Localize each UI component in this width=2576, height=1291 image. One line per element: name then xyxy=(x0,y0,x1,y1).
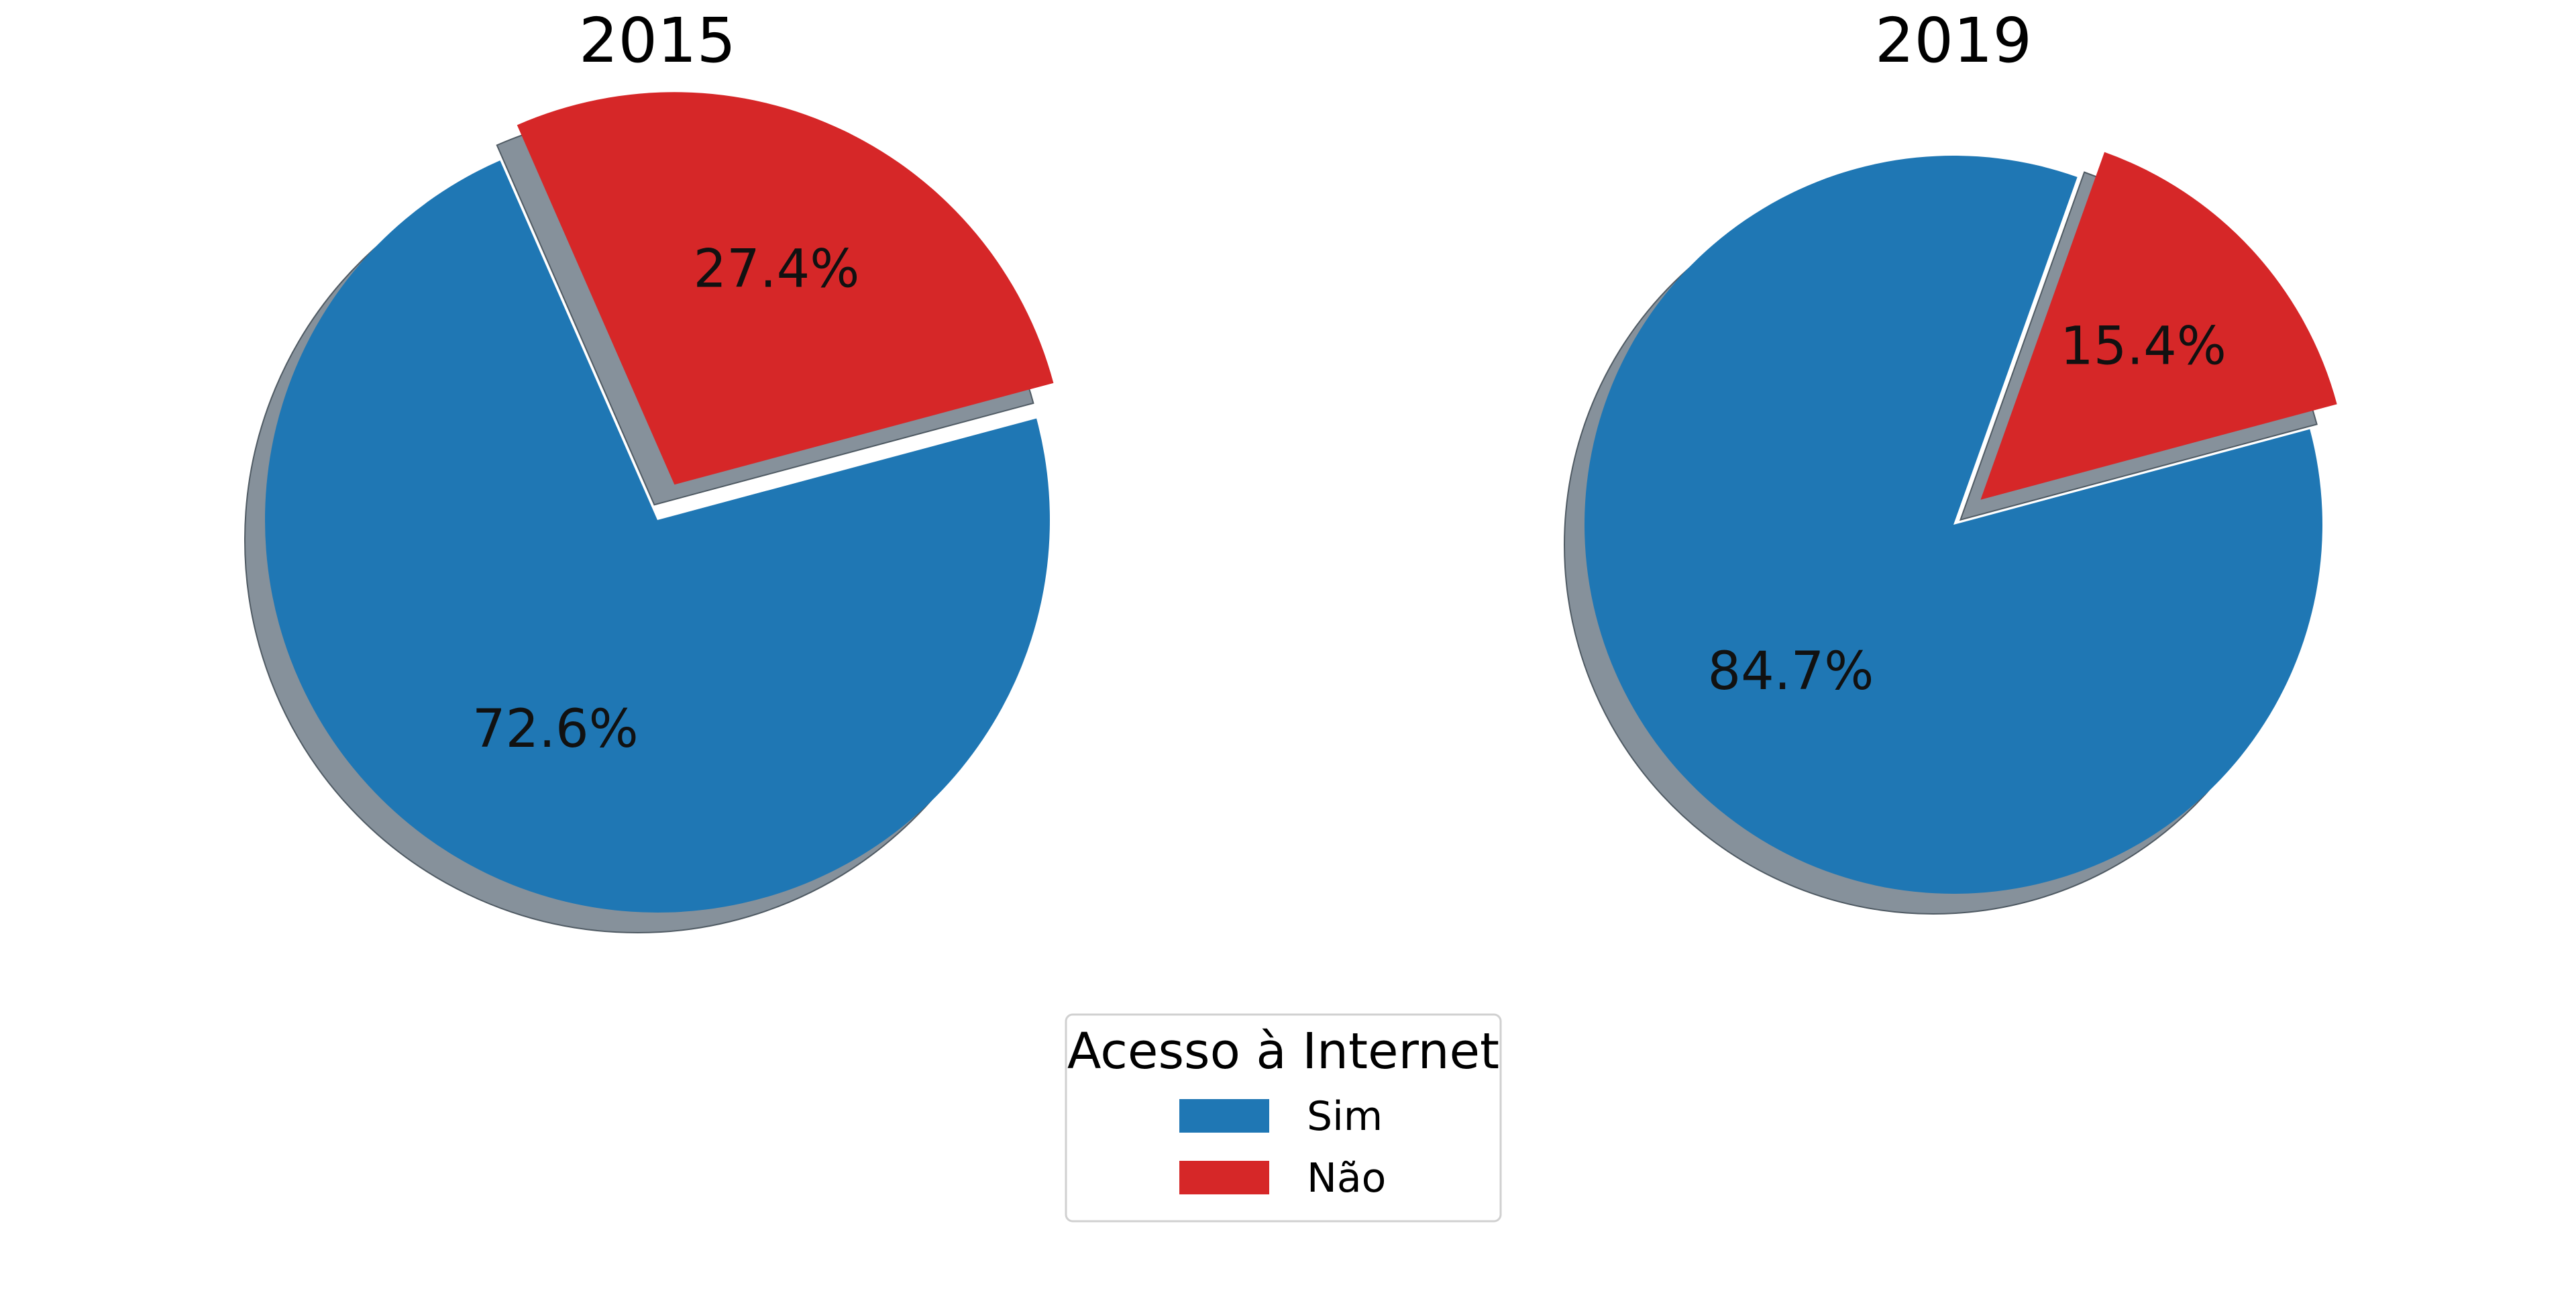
chart-title-2019: 2019 xyxy=(1875,5,2032,76)
pie-label-2015-nao: 27.4% xyxy=(694,239,860,299)
chart-title-2015: 2015 xyxy=(579,5,736,76)
pie-slice-2019-sim xyxy=(1584,155,2322,894)
pie-slices-2015 xyxy=(265,92,1054,913)
legend-swatch-nao xyxy=(1179,1161,1269,1194)
legend-swatch-sim xyxy=(1179,1099,1269,1133)
pie-label-2019-nao: 15.4% xyxy=(2060,316,2226,376)
pie-slice-2019-nao xyxy=(1980,152,2337,500)
legend-label-sim: Sim xyxy=(1307,1093,1383,1140)
pie-slices-2019 xyxy=(1584,152,2337,894)
pie-labels-2015: 72.6% 27.4% xyxy=(472,239,859,759)
pie-slice-2015-sim xyxy=(265,160,1050,913)
pie-slice-2015-nao xyxy=(517,92,1054,485)
pie-labels-2019: 84.7% 15.4% xyxy=(1708,316,2226,702)
legend-frame xyxy=(1065,1013,1502,1223)
pie-chart-2015: 72.6% 27.4% 2015 xyxy=(244,5,1054,933)
pie-label-2019-sim: 84.7% xyxy=(1708,641,1874,702)
legend: Acesso à Internet Sim Não xyxy=(1065,1013,1502,1223)
pie-label-2015-sim: 72.6% xyxy=(472,699,639,760)
legend-title: Acesso à Internet xyxy=(1067,1023,1499,1080)
pie-chart-2019: 84.7% 15.4% 2019 xyxy=(1564,5,2337,915)
legend-label-nao: Não xyxy=(1307,1155,1386,1202)
